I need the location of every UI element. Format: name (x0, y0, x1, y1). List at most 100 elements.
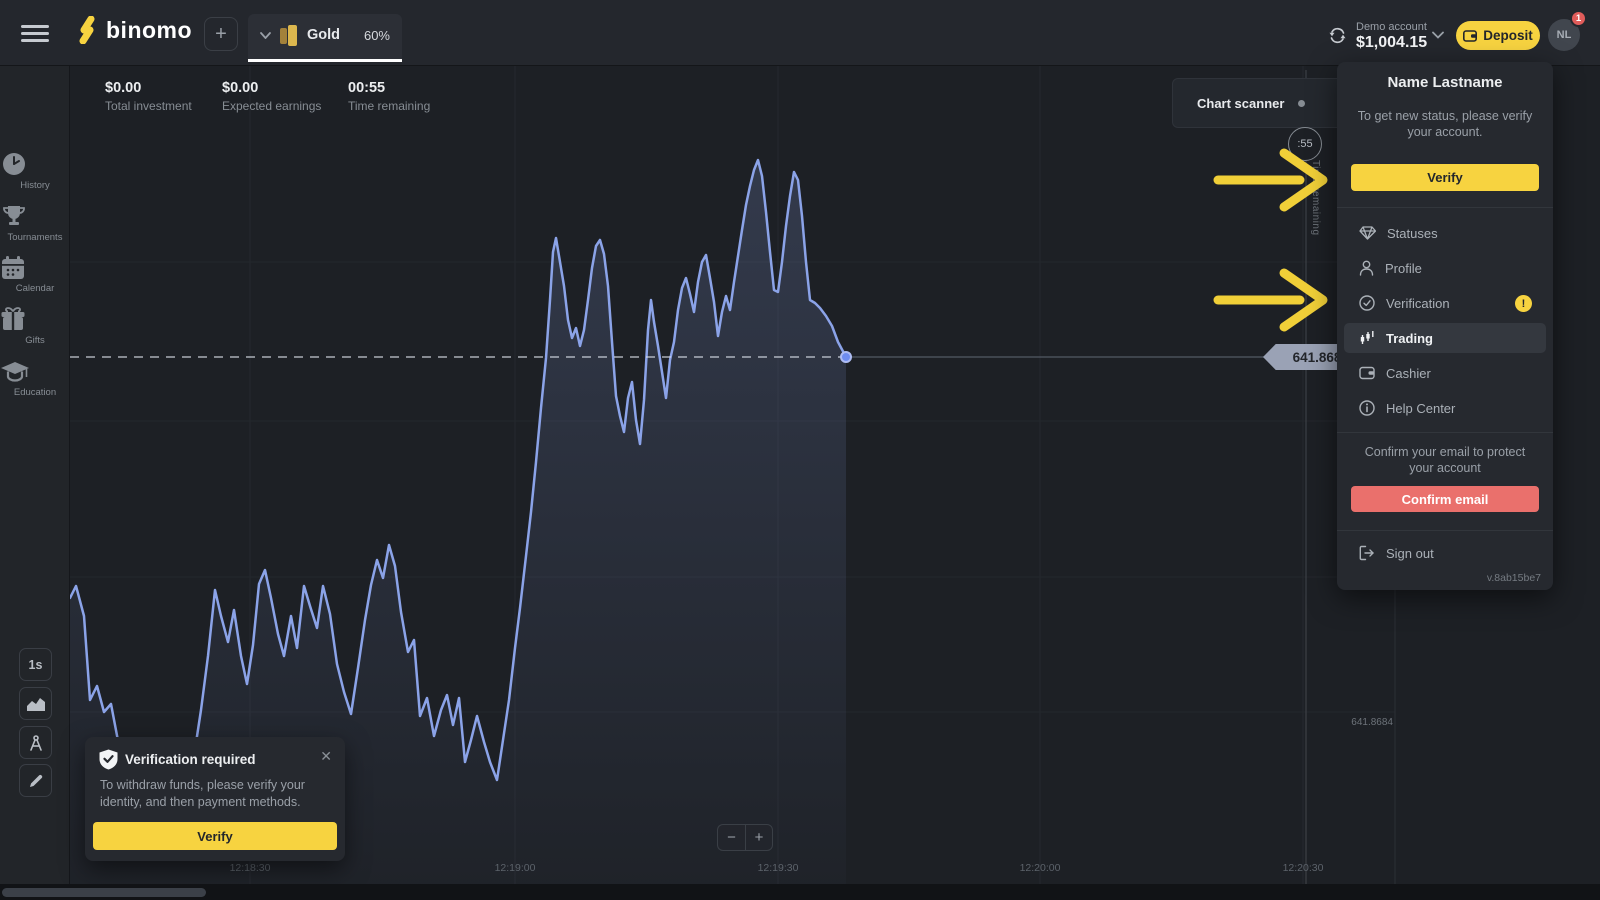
x-axis-tick: 12:20:30 (1282, 862, 1324, 874)
confirm-email-button[interactable]: Confirm email (1351, 486, 1539, 512)
sidebar-item-calendar[interactable]: Calendar (0, 255, 70, 294)
stat-total-investment: $0.00 Total investment (105, 80, 192, 113)
hamburger-menu-icon[interactable] (21, 25, 49, 42)
compass-icon (29, 735, 42, 751)
popup-title: Verification required (125, 752, 256, 767)
arrow-to-verification-icon (1213, 268, 1328, 332)
expiry-timer-badge: :55 (1288, 127, 1322, 161)
add-asset-tab-button[interactable]: + (204, 17, 238, 51)
left-sidebar: History Tournaments Calendar (0, 66, 70, 900)
expiry-timer-value: :55 (1297, 138, 1313, 150)
close-icon[interactable]: ✕ (320, 748, 332, 764)
chart-scanner-label: Chart scanner (1197, 95, 1285, 111)
asset-payout: 60% (363, 27, 390, 43)
chevron-down-icon (260, 31, 271, 39)
asset-tab-gold[interactable]: Gold 60% (248, 14, 402, 62)
account-chevron-down-icon[interactable] (1432, 31, 1444, 39)
expiry-axis-label: Time remaining (1310, 160, 1321, 236)
deposit-button[interactable]: Deposit (1456, 21, 1540, 50)
zoom-in-button[interactable]: + (745, 824, 773, 851)
x-axis-tick: 12:18:30 (229, 862, 271, 874)
pencil-icon (29, 774, 42, 787)
sign-out-button[interactable]: Sign out (1337, 538, 1553, 568)
timeframe-button[interactable]: 1s (19, 648, 52, 681)
lightning-icon (79, 16, 95, 44)
x-axis-tick: 12:20:00 (1019, 862, 1061, 874)
account-status-hint: To get new status, please verify your ac… (1357, 109, 1533, 140)
sidebar-item-gifts[interactable]: Gifts (0, 307, 70, 346)
menu-item-label: Cashier (1386, 365, 1431, 381)
verification-alert-badge: ! (1515, 295, 1532, 312)
stat-label: Total investment (105, 99, 192, 113)
menu-item-help-center[interactable]: Help Center (1337, 393, 1553, 423)
cashier-wallet-icon (1359, 366, 1375, 380)
stat-label: Time remaining (348, 99, 431, 113)
indicators-button[interactable] (19, 726, 52, 759)
notification-badge: 1 (1570, 10, 1587, 27)
shield-check-icon (99, 749, 118, 770)
asset-name: Gold (307, 27, 341, 43)
chart-type-button[interactable] (19, 687, 52, 720)
menu-item-profile[interactable]: Profile (1337, 253, 1553, 283)
zoom-out-button[interactable]: − (717, 824, 745, 851)
calendar-icon (2, 256, 24, 279)
drawing-tools-button[interactable] (19, 764, 52, 797)
account-type-label: Demo account (1356, 21, 1427, 33)
sidebar-item-label: Tournaments (7, 232, 63, 243)
horizontal-scrollbar[interactable] (0, 884, 1600, 900)
top-bar: binomo + Gold 60% Demo account $1,004.15 (0, 0, 1600, 66)
stat-time-remaining: 00:55 Time remaining (348, 80, 430, 113)
account-menu-panel: Name Lastname To get new status, please … (1337, 62, 1553, 590)
gold-bars-icon (280, 24, 297, 46)
confirm-email-note: Confirm your email to protect your accou… (1364, 445, 1526, 476)
menu-item-verification[interactable]: Verification (1337, 288, 1553, 318)
trophy-icon (3, 206, 25, 225)
gift-icon (1, 307, 25, 330)
current-price-value: 641.868 (1292, 349, 1342, 365)
stat-expected-earnings: $0.00 Expected earnings (222, 80, 321, 113)
sidebar-item-tournaments[interactable]: Tournaments (0, 202, 70, 243)
sidebar-item-label: Gifts (25, 335, 45, 346)
stat-value: $0.00 (105, 80, 142, 96)
menu-item-label: Statuses (1387, 225, 1438, 241)
trading-candles-icon (1360, 331, 1374, 344)
sidebar-item-label: Education (13, 387, 57, 398)
stat-value: 00:55 (348, 80, 386, 96)
menu-item-cashier[interactable]: Cashier (1337, 358, 1553, 388)
chart-scanner-button[interactable]: Chart scanner (1172, 78, 1345, 128)
binomo-logo: binomo (76, 16, 192, 44)
sidebar-item-education[interactable]: Education (0, 359, 70, 398)
price-line (68, 158, 848, 806)
verification-popup: Verification required ✕ To withdraw fund… (85, 737, 345, 861)
account-balance: $1,004.15 (1356, 34, 1428, 51)
verify-button[interactable]: Verify (1351, 164, 1539, 191)
x-axis-tick: 12:19:00 (494, 862, 536, 874)
sidebar-item-label: Calendar (15, 283, 55, 294)
price-axis-label: 641.8684 (1351, 717, 1393, 728)
arrow-to-verify-icon (1213, 148, 1328, 212)
diamond-icon (1359, 226, 1376, 240)
menu-item-label: Profile (1385, 260, 1422, 276)
popup-verify-button[interactable]: Verify (93, 822, 337, 850)
refresh-balance-icon[interactable] (1328, 26, 1347, 45)
logo-text: binomo (106, 16, 193, 43)
sidebar-item-label: History (20, 180, 50, 191)
info-circle-icon (1359, 400, 1375, 416)
sidebar-item-history[interactable]: History (0, 150, 70, 191)
area-chart-icon (26, 697, 45, 711)
menu-item-label: Verification (1386, 295, 1450, 311)
check-circle-icon (1359, 295, 1375, 311)
menu-item-label: Help Center (1386, 400, 1456, 416)
current-price-dot (840, 351, 852, 363)
scrollbar-thumb[interactable] (2, 888, 206, 897)
sign-out-icon (1359, 545, 1374, 561)
menu-item-trading[interactable]: Trading (1344, 323, 1546, 353)
popup-body: To withdraw funds, please verify your id… (100, 778, 305, 809)
app-version: v.8ab15be7 (1486, 572, 1541, 584)
graduation-cap-icon (1, 362, 29, 382)
menu-item-label: Trading (1386, 330, 1433, 346)
stat-label: Expected earnings (222, 99, 322, 113)
wallet-icon (1463, 29, 1478, 42)
menu-item-statuses[interactable]: Statuses (1337, 218, 1553, 248)
